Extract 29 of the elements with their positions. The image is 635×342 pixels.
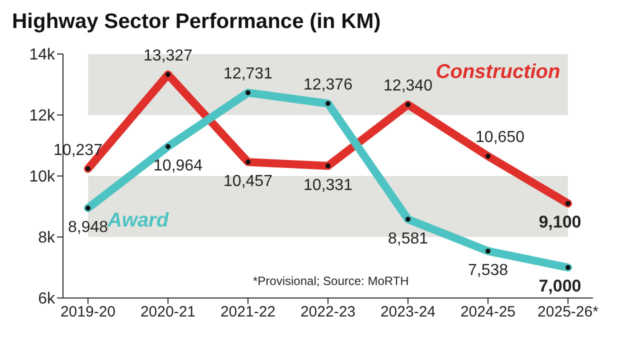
x-tick-label: 2023-24 [380,304,436,321]
data-label: 12,340 [384,78,433,95]
series-label: Award [106,210,170,232]
data-label: 9,100 [538,212,582,232]
y-tick-label: 6k [38,290,56,308]
data-label: 7,538 [468,262,508,280]
y-tick-label: 10k [29,168,56,186]
x-tick-label: 2020-21 [140,304,196,321]
data-label: 8,948 [68,219,108,236]
x-tick-label: 2022-23 [300,304,356,321]
x-tick-label: 2024-25 [460,304,516,321]
data-label: 7,000 [538,276,582,296]
data-label: 12,731 [224,66,273,83]
y-tick-label: 8k [38,230,56,247]
data-label: 10,457 [224,173,273,190]
y-tick-label: 14k [29,46,56,64]
data-label: 8,581 [388,230,428,248]
x-tick-label: 2019-20 [60,304,116,321]
annotation: *Provisional; Source: MoRTH [253,274,409,288]
data-label: 10,964 [154,158,203,175]
data-label: 12,376 [304,76,353,94]
y-tick-label: 12k [29,108,56,125]
chart-title: Highway Sector Performance (in KM) [11,9,382,35]
x-tick-label: 2021-22 [220,304,276,321]
data-label: 10,331 [304,176,353,194]
data-label: 10,650 [476,129,525,146]
series-label: Construction [436,61,560,84]
x-tick-label: 2025-26* [538,304,599,321]
data-label: 13,327 [144,48,193,65]
